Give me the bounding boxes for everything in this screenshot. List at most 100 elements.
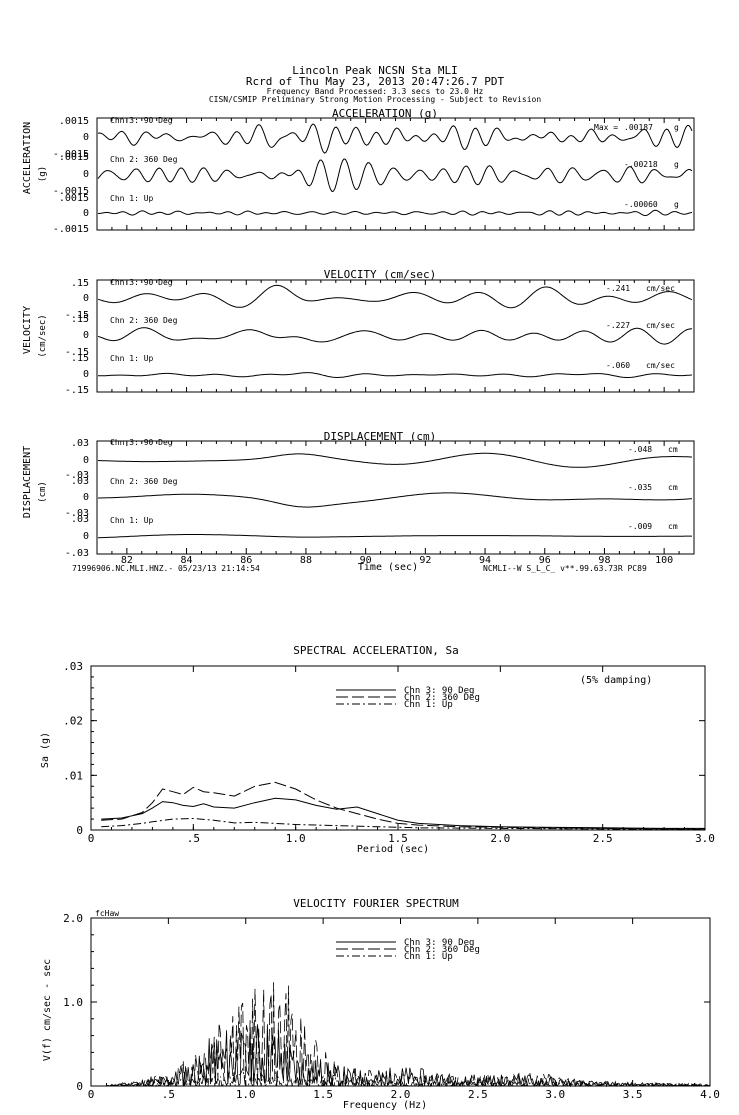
acceleration-title: ACCELERATION (g) xyxy=(332,107,438,120)
disp-chn3-unit: cm xyxy=(668,445,678,454)
displacement-time-ticks-top xyxy=(96,441,695,446)
vel-chn2-ytick-top: .15 xyxy=(71,314,89,325)
acc-chn3-unit: g xyxy=(674,123,679,132)
velocity-units: (cm/sec) xyxy=(38,314,48,357)
time-tick-label: 98 xyxy=(598,555,610,566)
vfs-xlabel: Frequency (Hz) xyxy=(343,1100,427,1111)
vel-chn3-panel: .15 0 Chn 3: 90 Deg -.241 cm/sec xyxy=(71,278,693,309)
acc-chn2-unit: g xyxy=(674,160,679,169)
spectral-acceleration-chart: SPECTRAL ACCELERATION, Sa Sa (g) Period … xyxy=(40,644,715,855)
vfs-series-chn2 xyxy=(106,982,710,1088)
vfs-xtick-label: 3.0 xyxy=(545,1088,565,1101)
disp-chn1-unit: cm xyxy=(668,522,678,531)
acceleration-time-ticks-top xyxy=(96,118,695,123)
sa-legend-label-chn1: Chn 1: Up xyxy=(404,700,453,710)
acc-chn1-panel: -.0015 .0015 0 -.0015 Chn 1: Up -.00060 … xyxy=(53,186,693,235)
disp-chn1-trace xyxy=(98,534,692,539)
acc-chn3-ytick-bottom: -.0015 xyxy=(53,149,89,160)
displacement-units: (cm) xyxy=(38,481,48,503)
acc-chn3-ytick-zero: 0 xyxy=(83,132,89,143)
displacement-group: DISPLACEMENT (cm) DISPLACEMENT (cm) .03 … xyxy=(22,430,695,573)
vel-chn2-panel: -.15 .15 0 Chn 2: 360 Deg -.227 cm/sec xyxy=(65,310,693,345)
vfs-xtick-label-zero: 0 xyxy=(88,1088,95,1101)
vfs-ytick-label: 2.0 xyxy=(63,912,83,925)
time-tick-label: 82 xyxy=(121,555,133,566)
sa-xtick-label: 2.0 xyxy=(490,832,510,845)
title-disclaimer: CISN/CSMIP Preliminary Strong Motion Pro… xyxy=(209,95,542,104)
acc-chn3-max-value: .00187 xyxy=(624,123,653,132)
acc-chn2-trace xyxy=(97,158,693,193)
vel-chn2-ytick-zero: 0 xyxy=(83,330,89,341)
acceleration-time-ticks xyxy=(96,225,695,230)
vel-chn3-max-value: -.241 xyxy=(606,284,630,293)
time-axis: 82 84 86 88 90 92 94 96 98 100 xyxy=(96,548,695,566)
velocity-title: VELOCITY (cm/sec) xyxy=(324,268,437,281)
vfs-xtick-label: 3.5 xyxy=(623,1088,643,1101)
time-tick-label: 96 xyxy=(539,555,551,566)
vel-chn1-panel: -.15 .15 0 -.15 Chn 1: Up -.060 cm/sec xyxy=(65,347,693,396)
vfs-xtick-label: 1.5 xyxy=(313,1088,333,1101)
acc-chn2-max-value: -.00218 xyxy=(624,160,658,169)
vel-chn1-unit: cm/sec xyxy=(646,361,675,370)
vel-chn1-ytick-top: .15 xyxy=(71,353,89,364)
disp-chn2-ytick-top: .03 xyxy=(71,476,89,487)
vfs-legend-label-chn3: Chn 3: 90 Deg xyxy=(404,938,474,948)
vfs-corner-label: fcHaw xyxy=(95,909,119,918)
sa-series-chn2 xyxy=(101,781,705,830)
time-tick-label: 94 xyxy=(479,555,491,566)
time-tick-label: 100 xyxy=(655,555,673,566)
vel-chn3-ytick-top: .15 xyxy=(71,278,89,289)
vfs-frame xyxy=(90,917,711,1087)
vel-chn2-unit: cm/sec xyxy=(646,321,675,330)
disp-chn2-ytick-bottom: -.03 xyxy=(65,508,89,519)
time-tick-label: 92 xyxy=(419,555,431,566)
sa-ylabel: Sa (g) xyxy=(40,732,51,768)
vfs-xtick-label: 1.0 xyxy=(236,1088,256,1101)
vfs-title: VELOCITY FOURIER SPECTRUM xyxy=(293,897,459,910)
acc-chn2-panel: .0015 0 -.0015 Chn 2: 360 Deg -.00218 g xyxy=(53,149,693,193)
disp-chn2-channel-label: Chn 2: 360 Deg xyxy=(110,477,178,486)
acc-chn1-channel-label: Chn 1: Up xyxy=(110,194,154,203)
sa-series-chn3 xyxy=(101,797,705,829)
disp-chn3-ytick-top: .03 xyxy=(71,438,89,449)
sa-damping-note: (5% damping) xyxy=(580,675,652,686)
velocity-group: VELOCITY (cm/sec) VELOCITY (cm/sec) .15 … xyxy=(22,268,695,396)
acc-chn3-ytick-top: .0015 xyxy=(59,116,89,127)
sa-series-lines xyxy=(101,781,706,830)
disp-chn2-max-value: -.035 xyxy=(628,483,652,492)
vfs-series-chn1 xyxy=(106,1067,710,1088)
displacement-ylabel: DISPLACEMENT xyxy=(22,446,33,518)
acc-chn1-unit: g xyxy=(674,200,679,209)
acc-chn3-panel: .0015 0 Chn 3: 90 Deg Max = .00187 g xyxy=(59,116,693,154)
sa-ytick-label: 0 xyxy=(76,824,83,837)
vel-chn3-ytick-zero: 0 xyxy=(83,293,89,304)
disp-chn3-ytick-bottom: -.03 xyxy=(65,470,89,481)
displacement-title: DISPLACEMENT (cm) xyxy=(324,430,437,443)
vfs-xtick-label: 2.0 xyxy=(391,1088,411,1101)
disp-chn1-panel: -.03 .03 0 -.03 Chn 1: Up -.009 cm xyxy=(65,508,692,559)
vfs-xtick-label: 2.5 xyxy=(468,1088,488,1101)
vfs-axes: .5 1.0 1.5 2.0 2.5 3.0 3.5 4.0 00 1.0 2.0 xyxy=(63,912,720,1101)
vel-chn3-unit: cm/sec xyxy=(646,284,675,293)
vel-chn3-trace xyxy=(97,284,693,309)
title-frequency-band: Frequency Band Processed: 3.3 secs to 23… xyxy=(267,87,484,96)
vfs-series-lines xyxy=(106,982,710,1088)
acc-chn1-max-value: -.00060 xyxy=(624,200,658,209)
disp-chn1-max-value: -.009 xyxy=(628,522,652,531)
time-tick-label: 90 xyxy=(360,555,372,566)
acc-chn2-ytick-zero: 0 xyxy=(83,169,89,180)
vfs-series-chn3 xyxy=(106,1024,710,1088)
sa-title: SPECTRAL ACCELERATION, Sa xyxy=(293,644,459,657)
disp-chn3-max-value: -.048 xyxy=(628,445,652,454)
sa-xtick-label-zero: 0 xyxy=(88,832,95,845)
vfs-legend-label-chn2: Chn 2: 360 Deg xyxy=(404,945,480,955)
sa-xtick-label: 1.0 xyxy=(286,832,306,845)
disp-chn2-ytick-zero: 0 xyxy=(83,492,89,503)
vel-chn2-channel-label: Chn 2: 360 Deg xyxy=(110,316,178,325)
sa-xtick-label: 3.0 xyxy=(695,832,715,845)
vel-chn2-ytick-bottom: -.15 xyxy=(65,347,89,358)
disp-chn3-ytick-zero: 0 xyxy=(83,455,89,466)
disp-chn3-trace xyxy=(97,452,692,468)
title-record: Rcrd of Thu May 23, 2013 20:47:26.7 PDT xyxy=(246,75,505,88)
acceleration-group: ACCELERATION (g) ACCELERATION (g) .0015 … xyxy=(22,107,695,235)
